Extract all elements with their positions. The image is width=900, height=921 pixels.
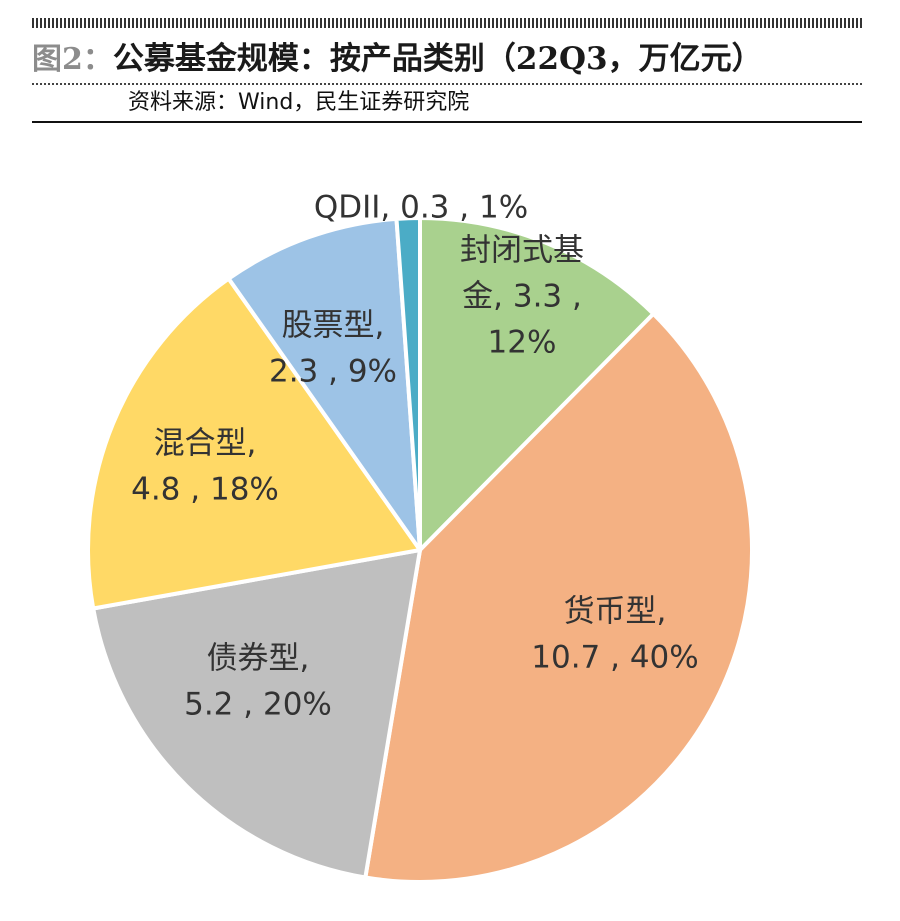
slice-label-0-line-0: 封闭式基 (460, 233, 584, 269)
slice-label-0-line-1: 金, 3.3 , (462, 279, 582, 315)
figure-label: 图2： (32, 42, 113, 77)
slice-label-5-line-0: QDII, 0.3 , 1% (314, 190, 528, 226)
dotted-divider (32, 83, 862, 85)
slice-label-3-line-0: 混合型, (154, 426, 257, 462)
slice-label-0: 封闭式基金, 3.3 , 12% (460, 233, 584, 361)
top-hatched-rule (32, 18, 862, 28)
pie-slice-4 (226, 216, 422, 552)
pie-slice-2 (91, 548, 422, 880)
pie-slice-0 (418, 216, 656, 552)
slice-label-4-line-0: 股票型, (282, 308, 385, 344)
pie-slice-5 (394, 215, 422, 552)
slice-label-3-line-1: 4.8 , 18% (131, 472, 279, 508)
chart-title: 公募基金规模：按产品类别（22Q3，万亿元） (112, 41, 763, 77)
title-row: 图2：公募基金规模：按产品类别（22Q3，万亿元） (32, 35, 862, 83)
slice-label-0-line-2: 12% (488, 325, 557, 361)
slice-label-1-line-0: 货币型, (564, 594, 667, 630)
slice-label-2-line-1: 5.2 , 20% (184, 687, 332, 723)
pie-slice-1 (363, 311, 754, 884)
bottom-rule (32, 121, 862, 123)
slice-label-1-line-1: 10.7 , 40% (531, 640, 699, 676)
chart-header: 图2：公募基金规模：按产品类别（22Q3，万亿元） 资料来源：Wind，民生证券… (32, 18, 862, 123)
source-note: 资料来源：Wind，民生证券研究院 (128, 90, 470, 115)
slice-label-4-line-1: 2.3 , 9% (269, 354, 397, 390)
slice-label-3: 混合型, 4.8 , 18% (131, 426, 279, 508)
slice-label-5: QDII, 0.3 , 1% (314, 190, 528, 226)
slice-label-4: 股票型, 2.3 , 9% (269, 308, 397, 390)
slice-label-2: 债券型, 5.2 , 20% (184, 641, 332, 723)
pie-slice-3 (86, 276, 422, 611)
slice-label-2-line-0: 债券型, (207, 641, 310, 677)
slice-label-1: 货币型, 10.7 , 40% (531, 594, 699, 676)
